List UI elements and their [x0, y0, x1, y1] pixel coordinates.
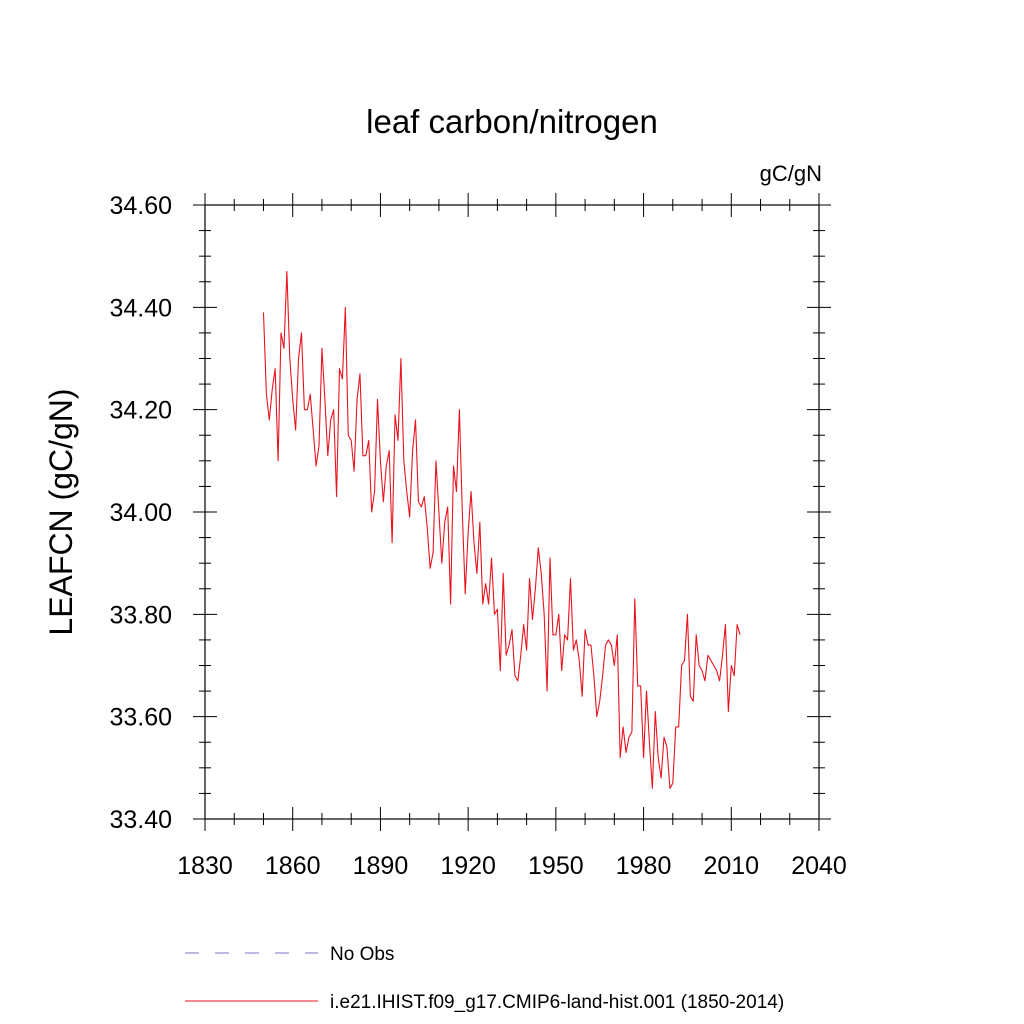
- plot-frame: [204, 204, 820, 820]
- legend-label-model: i.e21.IHIST.f09_g17.CMIP6-land-hist.001 …: [330, 992, 784, 1013]
- y-axis-label: LEAFCN (gC/gN): [43, 388, 79, 635]
- y-tick-label: 34.60: [109, 192, 172, 220]
- chart-title: leaf carbon/nitrogen: [366, 103, 658, 140]
- y-tick-label: 33.80: [109, 601, 172, 629]
- legend-label-obs: No Obs: [330, 944, 394, 965]
- y-tick-labels: 33.40 33.60 33.80 34.00 34.20 34.40 34.60: [109, 192, 172, 834]
- x-tick-label: 1860: [265, 852, 321, 880]
- series-group: [262, 270, 741, 789]
- x-tick-label: 1980: [616, 852, 672, 880]
- x-tick-labels: 1830 1860 1890 1920 1950 1980 2010 2040: [177, 852, 847, 880]
- y-tick-label: 33.60: [109, 704, 172, 732]
- x-tick-label: 2040: [791, 852, 847, 880]
- y-tick-label: 33.40: [109, 806, 172, 834]
- x-tick-label: 1950: [528, 852, 584, 880]
- x-tick-label: 2010: [703, 852, 759, 880]
- x-tick-label: 1920: [440, 852, 496, 880]
- x-tick-label: 1830: [177, 852, 233, 880]
- series-line-0: [262, 270, 741, 789]
- legend: No Obs i.e21.IHIST.f09_g17.CMIP6-land-hi…: [185, 944, 784, 1013]
- x-tick-label: 1890: [353, 852, 409, 880]
- y-tick-label: 34.00: [109, 499, 172, 527]
- y-tick-label: 34.20: [109, 397, 172, 425]
- units-label: gC/gN: [760, 161, 822, 186]
- y-tick-label: 34.40: [109, 294, 172, 322]
- tick-marks: [193, 193, 831, 831]
